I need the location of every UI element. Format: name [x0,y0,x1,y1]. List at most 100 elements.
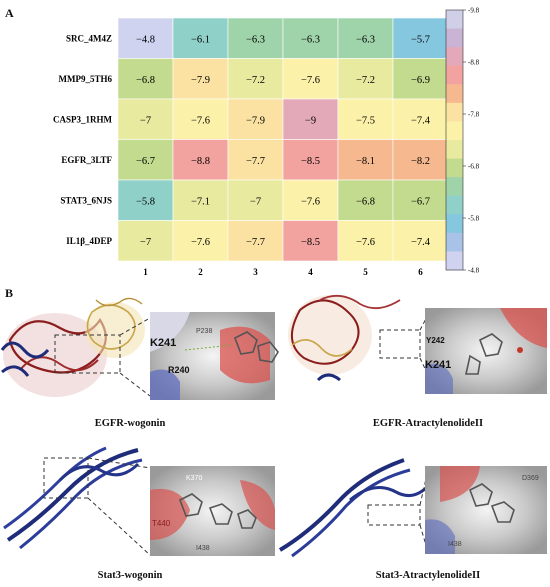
stat3-wogonin-pocket [150,466,275,556]
colorbar-tick-label: -9.8 [468,7,480,15]
heatmap-cell [337,179,394,221]
residue-k241-a: K241 [150,337,176,349]
heatmap-cell [282,179,339,221]
colorbar-tick-label: -7.8 [468,111,480,119]
stat3-wogonin-protein [3,446,151,556]
heatmap-cell-label: −8.5 [301,237,320,248]
colorbar-segment [446,158,463,178]
residue-k241-b: K241 [425,359,451,371]
heatmap-cell-label: −7 [250,196,261,207]
heatmap-cell-label: −8.1 [356,156,375,167]
column-label: 4 [308,267,313,277]
heatmap-cell-label: −7.6 [301,196,320,207]
heatmap-cell-label: −6.8 [356,196,375,207]
heatmap-cell-label: −6.8 [136,75,155,86]
colorbar-segment [446,28,463,48]
heatmap-cell [117,220,174,262]
heatmap-cell-label: −6.9 [411,75,430,86]
heatmap-cell [117,58,174,100]
heatmap-cell-label: −7 [140,115,151,126]
colorbar-segment [446,251,463,271]
colorbar-segment [446,140,463,160]
heatmap-cell [117,179,174,221]
caption-egfr-atractylenolide: EGFR-AtractylenolideII [372,418,484,429]
heatmap-cell-label: −7.1 [191,196,210,207]
residue-d369: D369 [522,475,539,482]
caption-stat3-wogonin: Stat3-wogonin [97,570,163,581]
heatmap-cell [392,17,449,59]
egfr-atractylenolide-pocket [425,308,547,394]
heatmap-cell-label: −7.6 [301,75,320,86]
heatmap-cell-label: −7.7 [246,237,265,248]
heatmap-cells: −4.8 −6.1 −6.3 −6.3 −6.3 −5.7 −6.8 −7.9 −7.2 −7.6… [117,17,449,262]
heatmap-cell [337,58,394,100]
heatmap-cell [337,139,394,181]
heatmap-cell-label: −7.6 [191,115,210,126]
heatmap-cell-label: −9 [305,115,316,126]
caption-egfr-wogonin: EGFR-wogonin [94,418,166,429]
residue-t440: T440 [152,519,171,528]
residue-i438-a: I438 [196,545,210,552]
residue-p238: P238 [196,328,212,335]
colorbar-tick-label: -5.8 [468,215,480,223]
heatmap-cell-label: −6.3 [301,34,320,45]
heatmap-cell-label: −6.3 [356,34,375,45]
heatmap-column-labels: 1 2 3 4 5 6 [143,267,423,277]
row-label: IL1β_4DEP [66,236,112,246]
heatmap-cell-label: −5.8 [136,196,155,207]
row-label: CASP3_1RHM [53,114,113,124]
row-label: SRC_4M4Z [66,33,112,43]
colorbar-tick-label: -4.8 [468,267,480,275]
heatmap-cell [392,179,449,221]
stat3-atractylenolide-pocket [425,466,547,554]
heatmap-cell [117,17,174,59]
heatmap-cell [282,98,339,140]
colorbar-tick-label: -8.8 [468,59,480,67]
panel-label-b: B [5,286,14,300]
heatmap-cell-label: −8.8 [191,156,210,167]
egfr-atractylenolide-protein [288,294,429,382]
heatmap-cell-label: −7 [140,237,151,248]
heatmap-colorbar: -9.8 -8.8 -7.8 -6.8 -5.8 -4.8 [445,7,480,275]
colorbar-segment [446,195,463,215]
column-label: 3 [253,267,258,277]
heatmap-cell-label: −6.7 [411,196,430,207]
heatmap-cell-label: −7.6 [191,237,210,248]
egfr-wogonin-protein [0,297,151,397]
row-label: STAT3_6NJS [60,195,112,205]
colorbar-segment [446,232,463,252]
heatmap-cell [227,220,284,262]
colorbar-segment [446,177,463,197]
heatmap-cell [392,139,449,181]
heatmap-cell-label: −4.8 [136,34,155,45]
heatmap-cell [172,17,229,59]
colorbar-frame [445,9,464,271]
heatmap-cell [392,220,449,262]
heatmap-cell-label: −7.2 [246,75,265,86]
heatmap-cell [117,139,174,181]
residue-i438-b: I438 [448,541,462,548]
heatmap-cell-label: −7.9 [191,75,210,86]
colorbar-segment [446,10,463,30]
heatmap-cell-label: −7.9 [246,115,265,126]
colorbar-segment [446,47,463,67]
residue-r240: R240 [168,365,190,375]
heatmap-cell-label: −7.6 [356,237,375,248]
heatmap-cell [282,220,339,262]
heatmap-cell-label: −8.5 [301,156,320,167]
heatmap-cell [392,58,449,100]
residue-y242: Y242 [426,336,445,345]
colorbar-segment [446,84,463,104]
row-label: EGFR_3LTF [61,155,112,165]
egfr-wogonin-pocket [150,312,279,400]
residue-k370: K370 [186,475,202,482]
colorbar-segment [446,102,463,122]
heatmap-cell [227,58,284,100]
column-label: 2 [198,267,203,277]
column-label: 5 [363,267,368,277]
heatmap-cell [227,179,284,221]
heatmap-cell-label: −7.4 [411,237,431,248]
colorbar-segment [446,65,463,85]
heatmap-cell [172,58,229,100]
heatmap-row-labels: SRC_4M4Z MMP9_5TH6 CASP3_1RHM EGFR_3LTF STAT… [53,33,113,246]
